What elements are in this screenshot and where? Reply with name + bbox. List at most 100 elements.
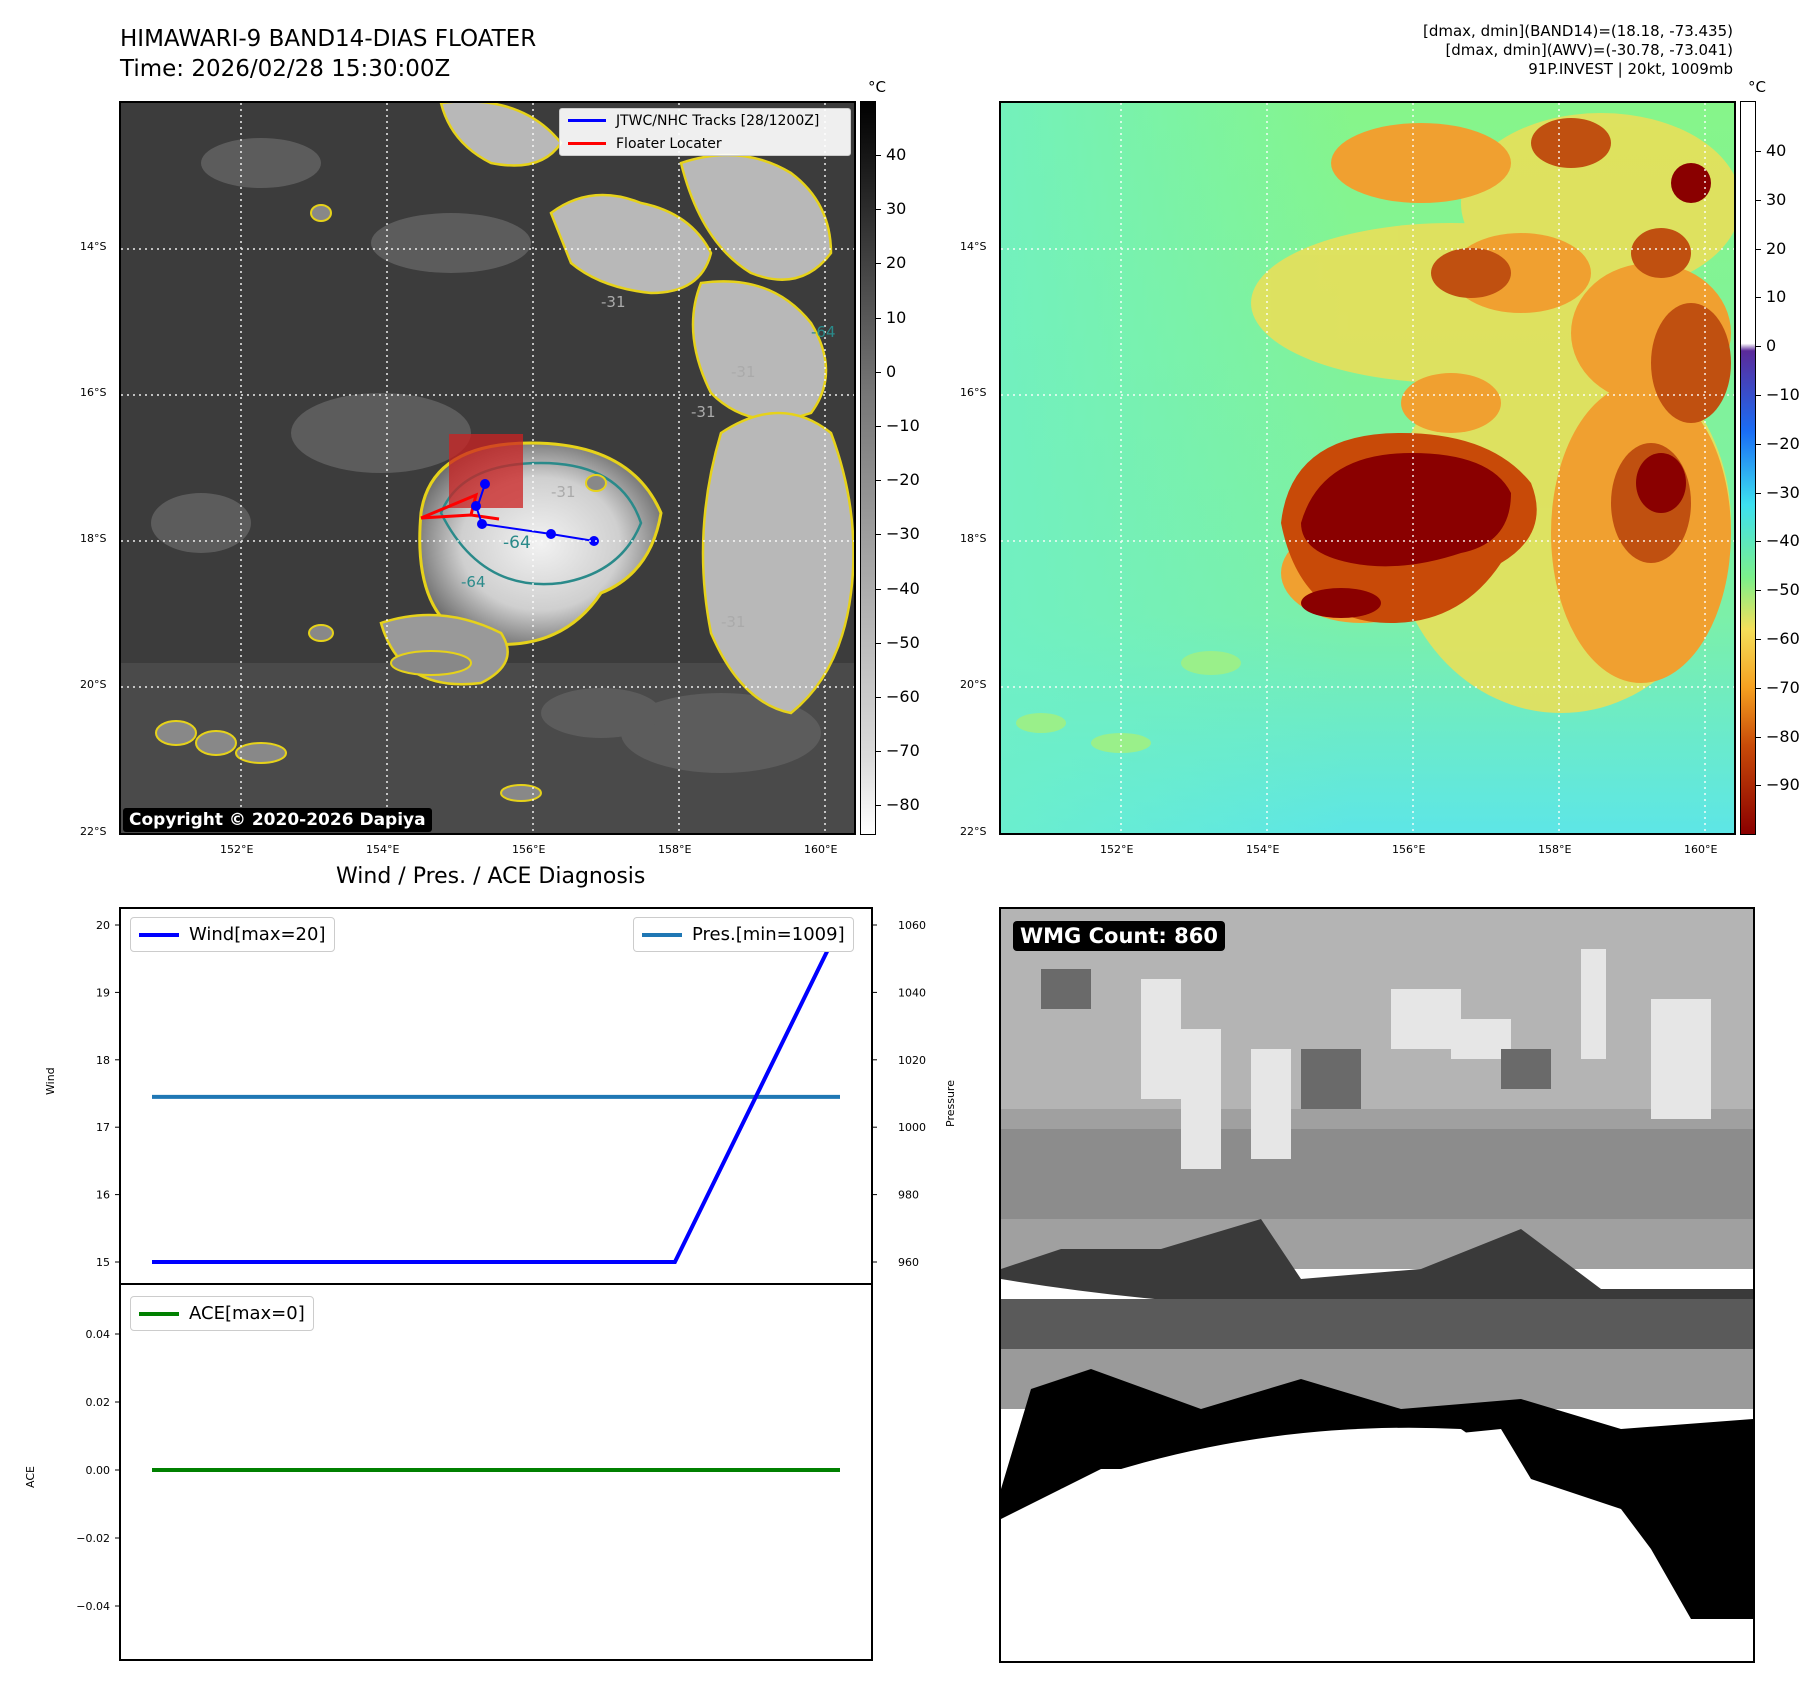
colorbar-tick-label: 40 <box>1766 141 1787 160</box>
colorbar-tick <box>1756 395 1761 396</box>
colorbar-tick <box>876 480 881 482</box>
lat-label: 22°S <box>960 825 987 838</box>
ace-axis-label: ACE <box>24 1466 37 1488</box>
diagnosis-chart: 20 19 18 17 16 15 1060 1040 1020 1000 980 960 0.04 0.… <box>76 907 926 1661</box>
pres-legend-label: Pres.[min=1009] <box>692 924 845 945</box>
lat-label: 18°S <box>80 532 107 545</box>
colorbar-tick-label: 10 <box>1766 287 1787 307</box>
colorbar-tick-label: 0 <box>886 361 897 381</box>
wmg-panel: WMG Count: 860 <box>999 907 1755 1663</box>
lat-label: 20°S <box>80 678 107 691</box>
diag-title: Wind / Pres. / ACE Diagnosis <box>336 864 646 889</box>
copyright-label: Copyright © 2020-2026 Dapiya <box>123 808 432 832</box>
colorbar-tick <box>1756 297 1761 299</box>
lat-label: 22°S <box>80 825 107 838</box>
pressure-tick-label: 1040 <box>898 986 926 999</box>
colorbar-tick <box>1756 248 1761 250</box>
wind-axis-label: Wind <box>44 1067 57 1095</box>
colorbar-tick <box>1756 687 1761 689</box>
lat-label: 20°S <box>960 678 987 691</box>
colorbar-tick-label: −40 <box>886 578 920 598</box>
colorbar-tick <box>876 209 881 211</box>
lon-label: 152°E <box>1100 843 1134 856</box>
ir-colorbar-unit: °C <box>868 78 886 96</box>
pres-legend: Pres.[min=1009] <box>633 917 854 952</box>
colorbar-tick-label: −10 <box>1766 385 1800 404</box>
awv-colorbar-unit: °C <box>1748 78 1766 96</box>
lon-label: 158°E <box>658 843 692 856</box>
colorbar-tick-label: 20 <box>886 253 907 273</box>
lon-label: 160°E <box>804 843 838 856</box>
colorbar-tick-label: −70 <box>1766 677 1800 697</box>
ir-colorbar <box>860 101 876 835</box>
colorbar-tick-label: −80 <box>1766 726 1800 746</box>
wind-tick-label: 20 <box>96 919 110 932</box>
ir-image-panel: -31 -64 -31 -64 -31 -64 -31 -31 JTWC/NHC… <box>119 101 856 835</box>
figure-time: Time: 2026/02/28 15:30:00Z <box>120 56 451 82</box>
colorbar-tick <box>1756 785 1761 787</box>
lon-label: 158°E <box>1538 843 1572 856</box>
contour-label: -64 <box>461 573 486 591</box>
contour-label: -64 <box>811 323 836 341</box>
colorbar-tick-label: 20 <box>1766 238 1787 258</box>
wind-tick-label: 19 <box>96 986 110 999</box>
wind-legend-label: Wind[max=20] <box>189 924 326 945</box>
ir-cloud-field <box>121 103 854 833</box>
colorbar-tick-label: −30 <box>1766 482 1800 502</box>
ace-tick-label: −0.02 <box>76 1532 110 1545</box>
colorbar-tick-label: −60 <box>1766 629 1800 648</box>
colorbar-tick-label: 30 <box>886 199 907 219</box>
colorbar-tick <box>1756 639 1761 640</box>
legend-item-tracks: JTWC/NHC Tracks [28/1200Z] <box>560 109 850 132</box>
wind-tick-label: 15 <box>96 1256 110 1269</box>
colorbar-tick-label: 10 <box>886 307 907 327</box>
ace-legend-label: ACE[max=0] <box>189 1303 305 1324</box>
colorbar-tick <box>876 426 881 427</box>
ace-tick-label: 0.00 <box>86 1464 111 1477</box>
wind-legend: Wind[max=20] <box>130 917 335 952</box>
awv-image-panel <box>999 101 1736 835</box>
colorbar-tick-label: −50 <box>1766 580 1800 600</box>
colorbar-tick-label: 30 <box>1766 189 1787 209</box>
info-storm: 91P.INVEST | 20kt, 1009mb <box>1528 60 1733 78</box>
info-awv: [dmax, dmin](AWV)=(-30.78, -73.041) <box>1445 41 1733 59</box>
colorbar-tick <box>876 534 881 536</box>
colorbar-tick <box>876 263 881 265</box>
colorbar-tick-label: −20 <box>1766 433 1800 453</box>
colorbar-tick-label: 0 <box>1766 336 1777 356</box>
pressure-tick-label: 1000 <box>898 1121 926 1134</box>
contour-label: -31 <box>551 483 576 501</box>
colorbar-tick-label: −30 <box>886 524 920 544</box>
colorbar-tick <box>1756 590 1761 592</box>
legend-swatch-floater <box>568 142 606 145</box>
contour-label: -31 <box>721 613 746 631</box>
pressure-tick-label: 1060 <box>898 919 926 932</box>
colorbar-tick-label: −40 <box>1766 531 1800 551</box>
ace-tick-label: 0.04 <box>86 1328 111 1341</box>
colorbar-tick-label: −70 <box>886 741 920 761</box>
lat-label: 16°S <box>80 386 107 399</box>
legend-item-floater: Floater Locater <box>560 132 850 155</box>
contour-label: -64 <box>503 533 531 553</box>
colorbar-tick <box>1756 199 1761 201</box>
pres-legend-swatch <box>642 932 682 937</box>
lon-label: 152°E <box>220 843 254 856</box>
pressure-tick-label: 1020 <box>898 1054 926 1067</box>
colorbar-tick <box>1756 492 1761 494</box>
colorbar-tick-label: −80 <box>886 795 920 815</box>
colorbar-tick-label: −10 <box>886 416 920 435</box>
colorbar-tick <box>876 317 881 319</box>
info-block: [dmax, dmin](BAND14)=(18.18, -73.435) [d… <box>1423 22 1733 79</box>
ace-tick-label: 0.02 <box>86 1396 111 1409</box>
colorbar-tick-label: −20 <box>886 470 920 490</box>
colorbar-tick <box>876 697 881 698</box>
colorbar-tick-label: 40 <box>886 145 907 164</box>
lat-label: 14°S <box>80 240 107 253</box>
colorbar-tick <box>876 371 881 373</box>
colorbar-tick <box>1756 346 1761 348</box>
pressure-tick-label: 980 <box>898 1189 919 1202</box>
colorbar-tick <box>876 155 881 156</box>
lon-label: 154°E <box>366 843 400 856</box>
contour-label: -31 <box>691 403 716 421</box>
ace-legend-swatch <box>139 1311 179 1316</box>
